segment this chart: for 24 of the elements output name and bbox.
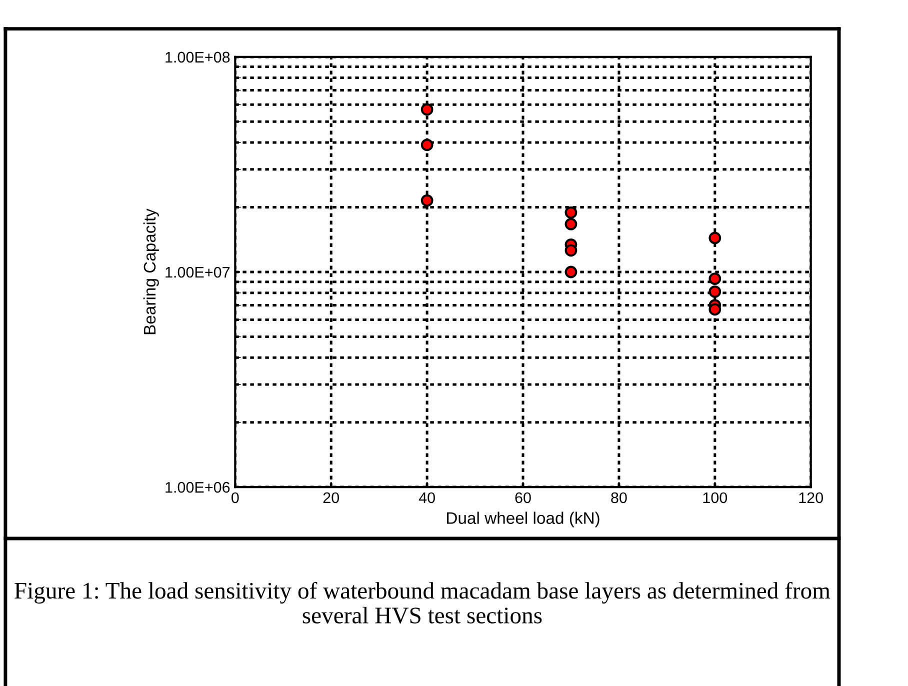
caption: Figure 1: The load sensitivity of waterbound macadam base layers as determined from several HVS test sections bbox=[14, 582, 830, 624]
x-tick-label: 0 bbox=[232, 492, 239, 504]
x-tick-label: 100 bbox=[703, 492, 728, 504]
x-tick-label: 60 bbox=[515, 492, 531, 504]
x-tick-label: 80 bbox=[611, 492, 627, 504]
y-tick-label: 1.00E+07 bbox=[166, 266, 230, 278]
x-tick-label: 40 bbox=[418, 492, 435, 504]
point bbox=[708, 303, 722, 316]
y-axis-title: Bearing Capacity bbox=[143, 208, 159, 334]
point bbox=[420, 138, 434, 152]
point bbox=[564, 206, 578, 219]
y-tick-label: 1.00E+08 bbox=[166, 52, 230, 63]
y-tick-label: 1.00E+06 bbox=[166, 482, 230, 493]
point bbox=[420, 194, 434, 207]
x-axis-title: Dual wheel load (kN) bbox=[447, 512, 600, 528]
x-tick-label: 20 bbox=[323, 492, 340, 504]
point bbox=[564, 218, 578, 230]
point bbox=[564, 266, 578, 278]
point bbox=[708, 232, 722, 244]
point bbox=[708, 272, 722, 285]
point bbox=[564, 244, 578, 257]
x-tick-label: 120 bbox=[799, 492, 823, 504]
point bbox=[708, 285, 722, 298]
point bbox=[420, 103, 434, 116]
